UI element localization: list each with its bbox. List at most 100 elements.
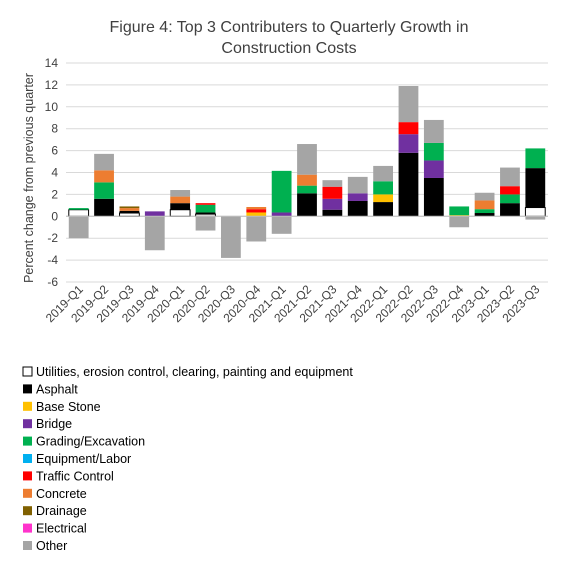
legend-label: Utilities, erosion control, clearing, pa… [36,365,353,379]
bar-segment [525,148,546,169]
y-axis-title: Percent change from previous quarter [22,73,36,283]
bar-segment [221,216,241,258]
bar-segment [423,177,444,217]
bar-segment [170,190,191,197]
legend-swatch [23,454,32,463]
bar-segment [322,186,343,199]
bar-segment [474,213,495,217]
y-tick-label: -6 [47,275,58,289]
bar-segment [474,192,495,201]
bar-segment [449,206,470,216]
y-tick-label: 2 [51,187,58,201]
y-tick-label: 10 [45,100,59,114]
bar-segment [271,170,292,213]
bar-segment [423,160,444,178]
y-tick-label: 12 [45,78,59,92]
bar-segment [119,210,140,214]
legend-label: Electrical [36,522,87,536]
bar-segment [474,200,495,210]
bar-segment [347,176,368,194]
bar-segment [398,134,419,153]
bar-segment [271,212,292,217]
bar-segment [170,196,191,204]
legend: Utilities, erosion control, clearing, pa… [22,365,353,553]
legend-label: Concrete [36,487,87,501]
bar-segment [119,206,140,209]
bar-segment [373,181,393,195]
y-tick-label: 14 [45,56,59,70]
bar-segment [297,144,317,175]
bar-segment [119,208,140,211]
legend-label: Bridge [36,417,72,431]
legend-swatch [23,436,32,446]
legend-label: Asphalt [36,382,78,396]
bar-segment [423,119,444,143]
bar-segment [373,194,393,203]
y-tick-label: -4 [47,253,58,267]
bar-segment [195,204,216,213]
legend-swatch [23,384,32,394]
legend-swatch [23,523,32,533]
bar-segment [246,206,267,210]
bar-segment [94,170,114,183]
legend-swatch [23,541,32,550]
bar-segment [398,85,419,123]
bar-segment [68,216,89,239]
legend-swatch [23,488,32,498]
bar-segment [474,209,495,214]
y-tick-label: 0 [51,209,58,223]
bar-segment [170,203,191,210]
gridlines: -6 -4 -2 0 2 4 6 8 10 12 14 [45,56,548,289]
bar-segment [322,209,343,217]
bar-segment [246,216,267,242]
chart-title-line-1: Figure 4: Top 3 Contributers to Quarterl… [110,19,469,36]
bar-segment [322,198,343,210]
bar-segment [500,186,520,195]
legend-swatch [23,401,32,411]
bar-segment [297,185,317,194]
bar-segment [94,198,114,217]
y-tick-label: -2 [47,231,58,245]
bar-segment [347,200,368,217]
bar-segment [524,207,546,217]
bar-segment [68,208,89,210]
legend-label: Base Stone [36,400,101,414]
bar-segment [449,216,470,228]
bar-segment [347,193,368,201]
bar-segment [322,180,343,187]
legend-label: Traffic Control [36,469,114,483]
bar-segment [246,212,267,217]
legend-swatch [22,366,33,377]
bar-segment [94,182,114,199]
bar-segment [68,209,90,217]
axes: 2019-Q12019-Q22019-Q32019-Q42020-Q12020-… [43,215,548,325]
bar-segment [271,216,292,234]
bar-segment [500,167,520,187]
bar-segment [500,203,520,217]
legend-label: Grading/Excavation [36,435,145,449]
y-tick-label: 8 [51,122,58,136]
legend-swatch [23,471,32,481]
bar-segment [195,216,216,231]
bar-segment [246,209,267,213]
bar-segment [169,209,191,217]
bar-segment [449,215,470,217]
legend-label: Other [36,539,67,553]
bar-segment [373,165,393,182]
bar-segment [525,168,546,208]
bar-segment [398,122,419,135]
bar-segment [297,174,317,186]
legend-swatch [23,419,32,429]
bar-segment [195,203,216,205]
bar-segment [373,202,393,217]
legend-swatch [23,506,32,516]
bar-segment [423,142,444,161]
bar-segment [500,194,520,204]
bar-segment [94,153,114,171]
bars [68,85,546,258]
bar-segment [144,211,165,217]
y-tick-label: 4 [51,166,58,180]
legend-label: Equipment/Labor [36,452,131,466]
